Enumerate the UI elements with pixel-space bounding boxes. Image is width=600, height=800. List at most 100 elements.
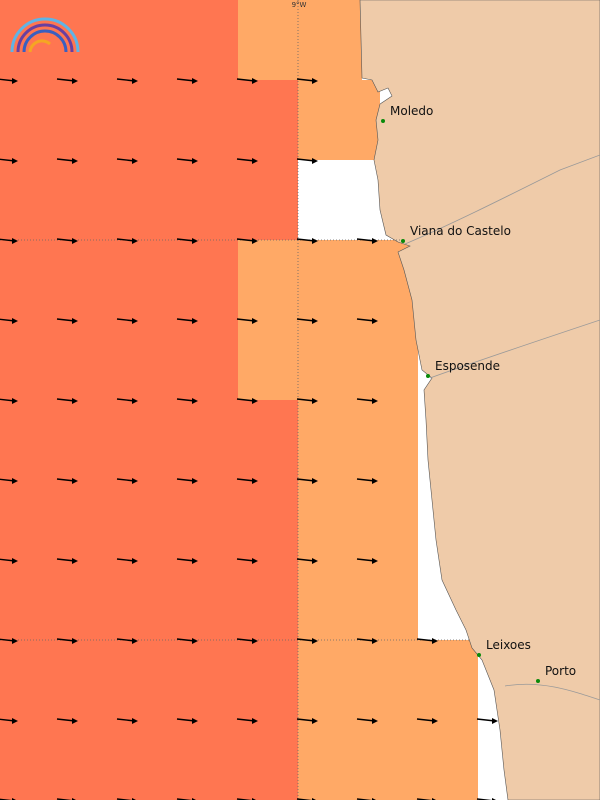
wind-arrow <box>116 78 138 84</box>
wind-arrow <box>116 558 138 564</box>
arrow-head <box>12 398 18 404</box>
arrow-head <box>192 158 198 164</box>
arrow-head <box>312 78 318 84</box>
wind-arrow <box>416 718 438 724</box>
arrow-shaft <box>176 798 193 800</box>
arrow-head <box>192 318 198 324</box>
wind-arrow <box>56 78 78 84</box>
arrow-shaft <box>356 798 373 800</box>
arrow-head <box>252 158 258 164</box>
sea-medium-cell <box>298 640 478 800</box>
wind-arrow <box>296 238 318 244</box>
arrow-head <box>312 398 318 404</box>
logo-arc <box>22 29 68 53</box>
arrow-head <box>132 238 138 244</box>
wind-arrow <box>416 638 438 644</box>
arrow-shaft <box>116 798 133 800</box>
wind-arrow <box>116 238 138 244</box>
arrow-shaft <box>296 798 313 800</box>
wind-arrow <box>236 558 258 564</box>
river <box>504 683 600 701</box>
arrow-head <box>252 478 258 484</box>
wind-arrow <box>296 78 318 84</box>
wind-arrow <box>356 238 378 244</box>
logo-arc <box>16 23 74 53</box>
arrow-head <box>12 718 18 724</box>
arrow-head <box>432 718 438 724</box>
logo-arc <box>28 39 52 53</box>
arrow-head <box>252 318 258 324</box>
arrow-head <box>252 718 258 724</box>
arrow-head <box>72 638 78 644</box>
sea-medium-cell <box>238 0 362 80</box>
arrow-head <box>252 558 258 564</box>
place-dot <box>401 239 405 243</box>
arrow-head <box>72 238 78 244</box>
place-dot <box>477 653 481 657</box>
arrow-head <box>12 158 18 164</box>
arrow-head <box>132 318 138 324</box>
wind-arrow <box>116 158 138 164</box>
arrow-head <box>312 718 318 724</box>
arrow-head <box>72 158 78 164</box>
river <box>429 319 600 379</box>
arrow-head <box>192 718 198 724</box>
wind-arrow <box>56 558 78 564</box>
place-label: Leixoes <box>486 638 531 652</box>
wind-arrow <box>236 478 258 484</box>
arrow-head <box>12 318 18 324</box>
wind-arrow <box>0 478 18 484</box>
wind-arrow <box>56 718 78 724</box>
arrow-shaft <box>416 798 433 800</box>
longitude-label: 9°W <box>292 1 307 9</box>
arrow-shaft <box>56 798 73 800</box>
arrow-shaft <box>476 798 493 800</box>
wind-arrows <box>0 78 498 800</box>
wind-arrow <box>56 318 78 324</box>
arrow-head <box>372 558 378 564</box>
arrow-head <box>372 638 378 644</box>
arrow-head <box>252 238 258 244</box>
wind-arrow <box>356 718 378 724</box>
arrow-head <box>192 78 198 84</box>
arrow-head <box>372 718 378 724</box>
rivers <box>404 154 600 701</box>
wind-arrow <box>296 318 318 324</box>
arrow-head <box>72 318 78 324</box>
wind-arrow <box>296 478 318 484</box>
arrow-head <box>72 718 78 724</box>
arrow-head <box>492 718 498 724</box>
arrow-head <box>192 558 198 564</box>
wind-arrow <box>296 718 318 724</box>
arrow-head <box>72 558 78 564</box>
wind-arrow <box>116 478 138 484</box>
arrow-head <box>312 158 318 164</box>
arrow-head <box>252 78 258 84</box>
wind-arrow <box>56 398 78 404</box>
wind-arrow <box>116 398 138 404</box>
wind-arrow <box>356 558 378 564</box>
arrow-head <box>132 558 138 564</box>
wind-arrow <box>356 398 378 404</box>
wind-arrow <box>56 478 78 484</box>
wind-arrow <box>176 638 198 644</box>
arrow-head <box>12 638 18 644</box>
arrow-head <box>252 638 258 644</box>
wind-arrow <box>356 478 378 484</box>
logo-arc <box>10 17 80 53</box>
wind-arrow <box>296 398 318 404</box>
arrow-head <box>72 398 78 404</box>
wind-arrow <box>176 158 198 164</box>
places: Moledo Viana do Castelo Esposende Leixoes Po… <box>381 104 576 683</box>
wind-arrow <box>116 318 138 324</box>
place-label: Porto <box>545 664 576 678</box>
arrow-head <box>432 638 438 644</box>
arrow-head <box>192 478 198 484</box>
place-dot <box>536 679 540 683</box>
wind-arrow <box>176 558 198 564</box>
arrow-head <box>72 78 78 84</box>
wind-arrow <box>236 398 258 404</box>
wind-arrow <box>296 638 318 644</box>
